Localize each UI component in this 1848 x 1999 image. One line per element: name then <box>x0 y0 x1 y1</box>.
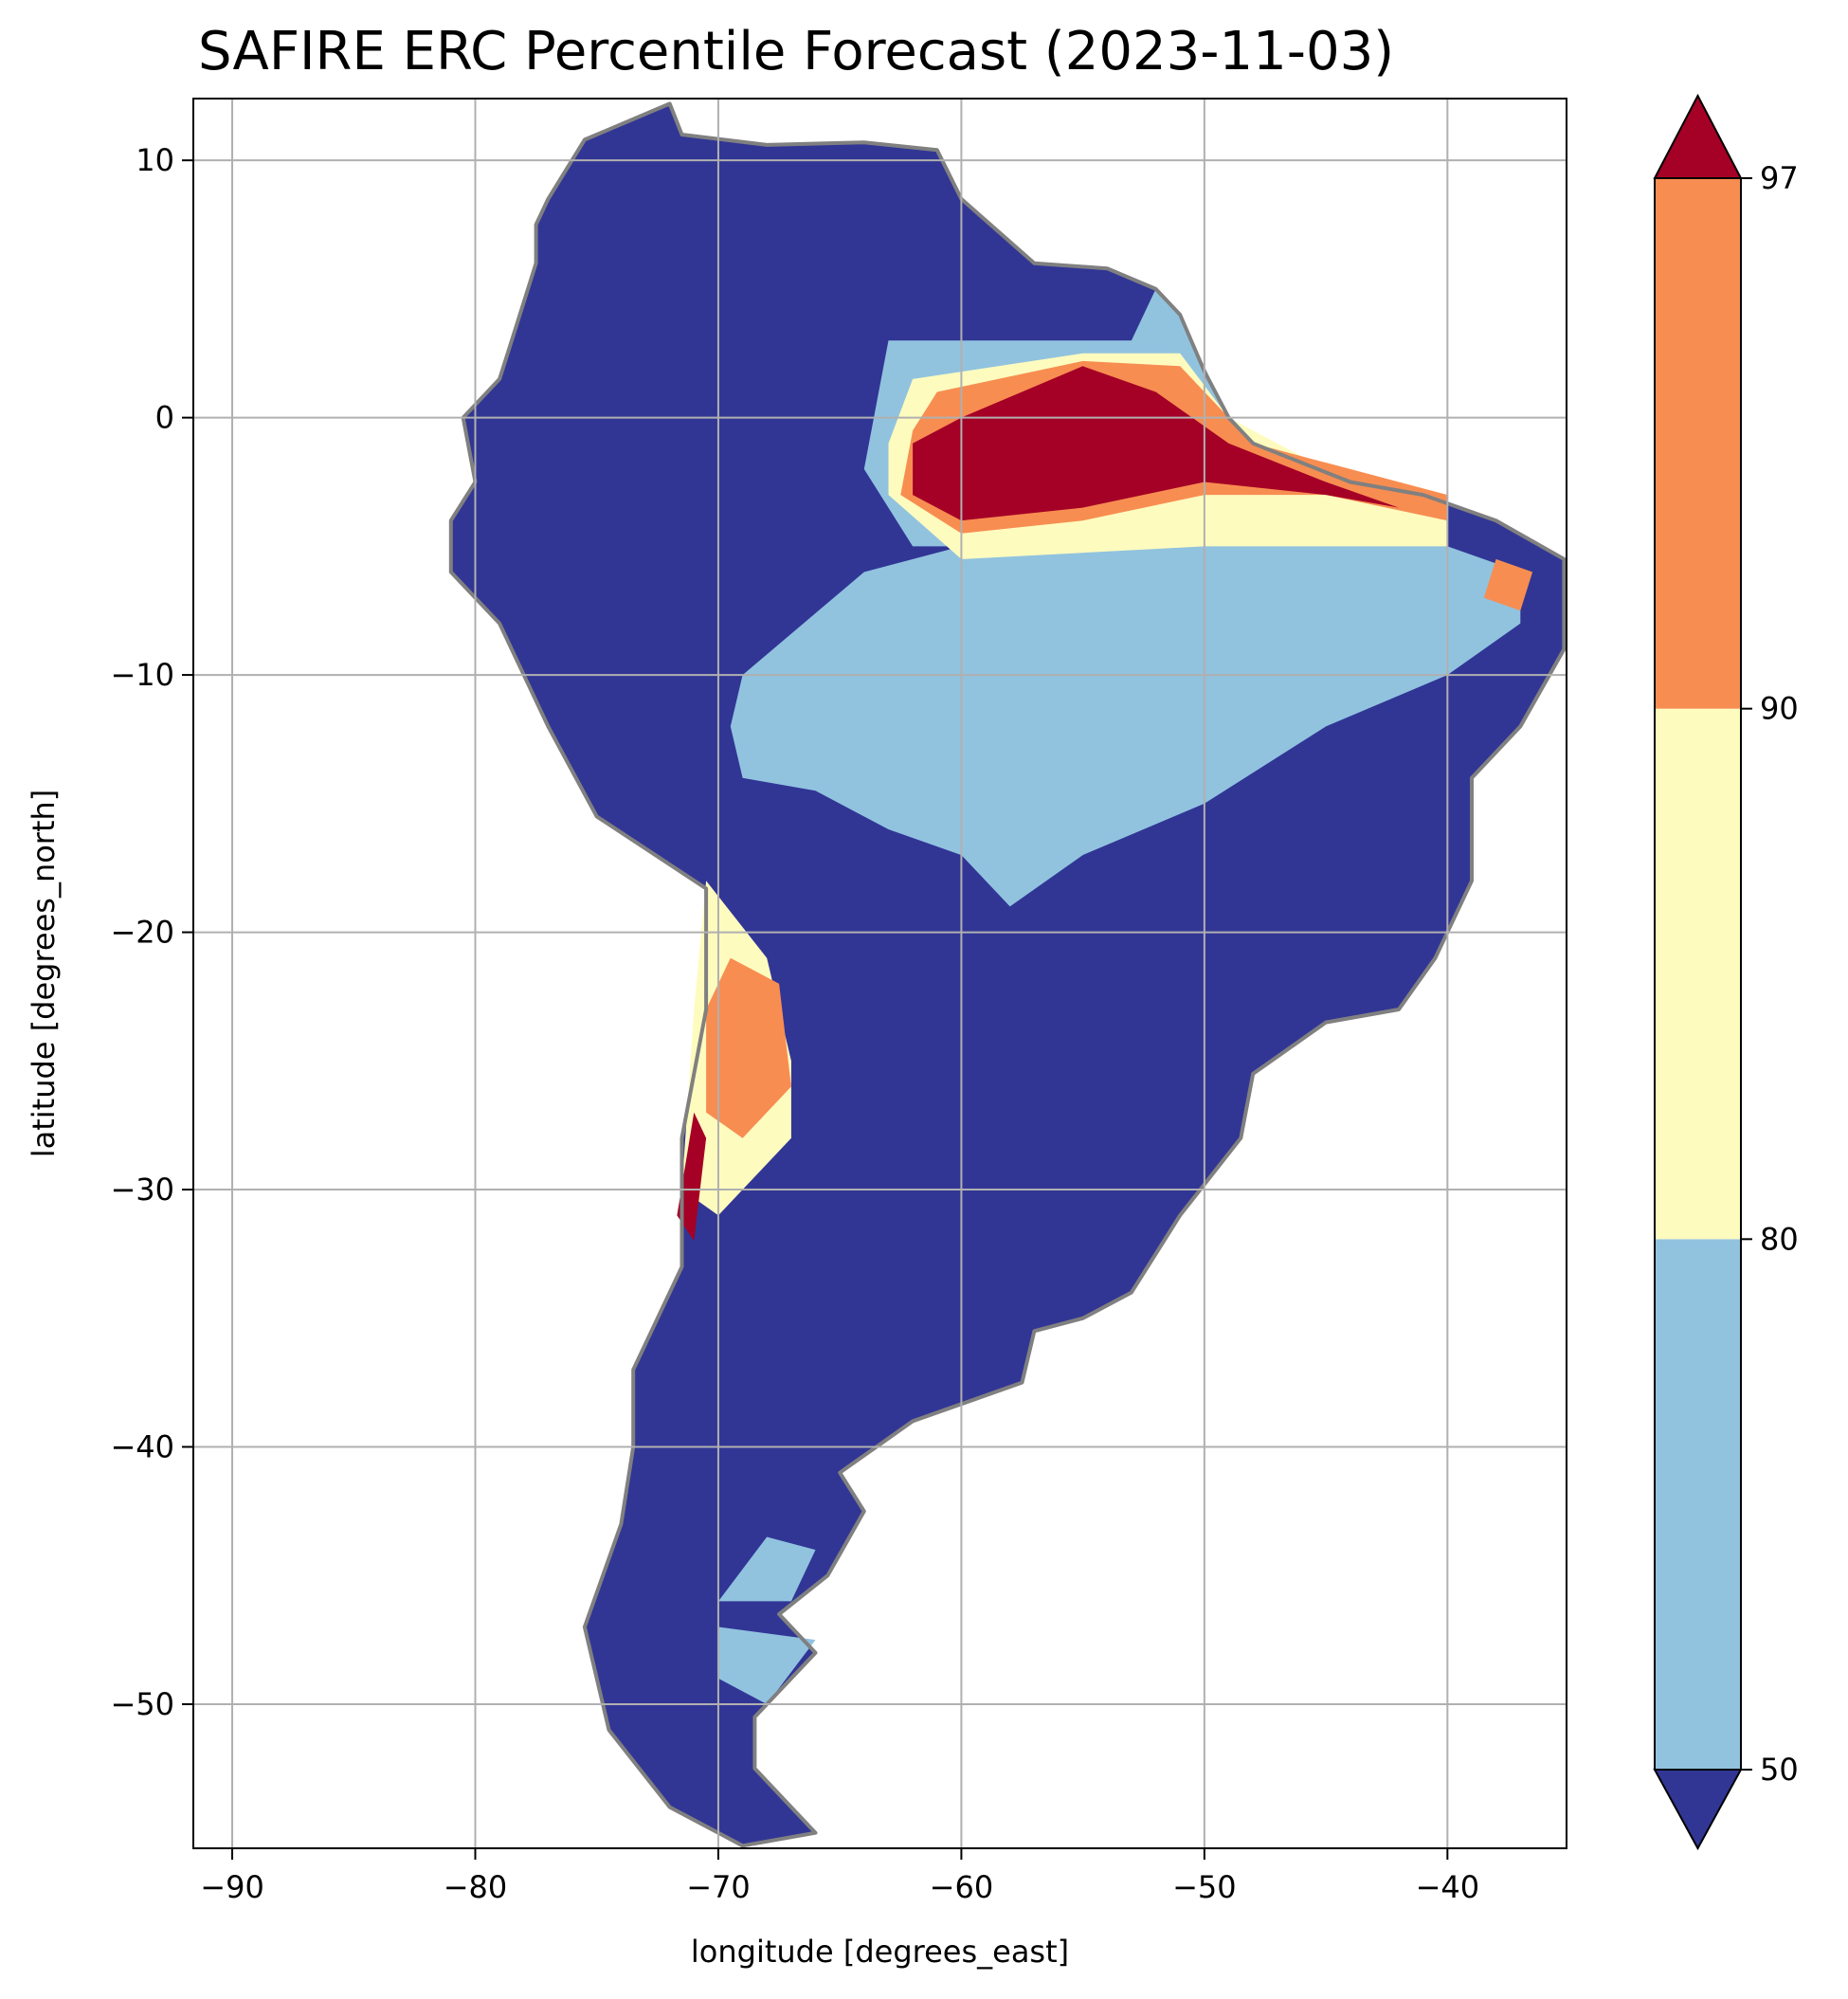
colorbar-extend-min <box>1653 1769 1743 1851</box>
y-tick-label: −40 <box>110 1429 174 1465</box>
x-axis-label: longitude [degrees_east] <box>690 1934 1070 1970</box>
x-tick-label: −60 <box>930 1869 994 1905</box>
axis-ticks: −90 −80 −70 −60 −50 −40 10 0 −10 −20 −30 −40 −50 <box>110 142 1479 1905</box>
region-50-80 <box>718 1536 816 1602</box>
x-tick-label: −70 <box>686 1869 751 1905</box>
x-tick-label: −40 <box>1416 1869 1480 1905</box>
colorbar-frame <box>1654 177 1742 1771</box>
y-tick-label: −30 <box>110 1172 174 1208</box>
y-tick-label: −50 <box>110 1686 174 1722</box>
chart-title: SAFIRE ERC Percentile Forecast (2023-11-… <box>197 21 1395 82</box>
y-tick-label: 10 <box>136 142 174 178</box>
axes-frame <box>192 98 1567 1849</box>
colorbar-extend-max <box>1653 93 1743 179</box>
colorbar-tick-label: 97 <box>1760 160 1799 196</box>
region-50-80 <box>718 1626 816 1704</box>
colorbar-tick-label: 50 <box>1760 1752 1799 1788</box>
region-90-97 <box>1483 558 1533 611</box>
y-tick-label: −10 <box>110 657 174 693</box>
gridlines <box>193 99 1567 1848</box>
y-tick-label: 0 <box>155 400 174 436</box>
x-tick-label: −90 <box>200 1869 264 1905</box>
region-above_97 <box>677 1112 707 1242</box>
y-tick-label: −20 <box>110 915 174 951</box>
colorbar-tick-label: 90 <box>1760 691 1799 727</box>
region-above_97 <box>913 366 1399 521</box>
colorbar: 50 80 90 97 <box>1653 93 1799 1851</box>
x-tick-label: −80 <box>444 1869 508 1905</box>
coastline <box>448 101 1567 1848</box>
colorbar-segment-90-97 <box>1655 178 1741 709</box>
colorbar-tick-label: 80 <box>1760 1221 1799 1257</box>
x-tick-label: −50 <box>1172 1869 1237 1905</box>
colorbar-segment-80-90 <box>1655 708 1741 1240</box>
colorbar-segment-50-80 <box>1655 1239 1741 1770</box>
region-50-80 <box>730 520 1521 907</box>
map-layer <box>448 101 1567 1848</box>
region-90-97 <box>706 957 791 1138</box>
